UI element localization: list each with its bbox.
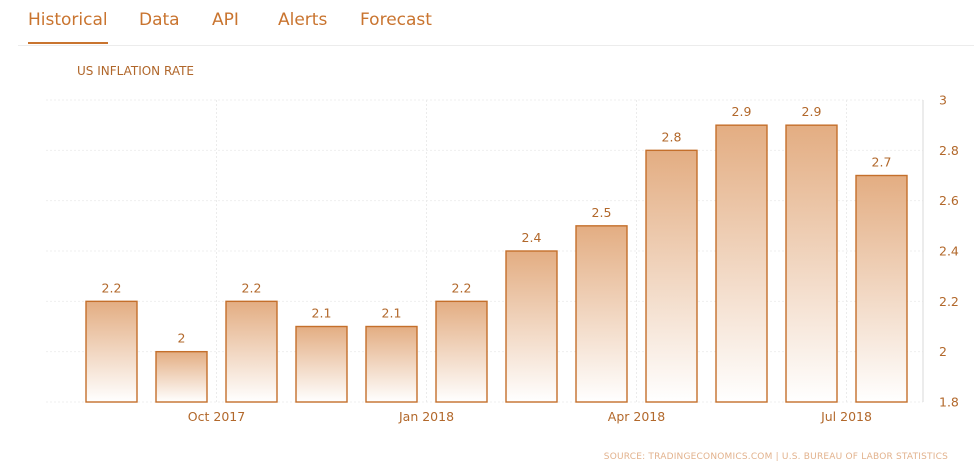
bar[interactable] bbox=[155, 350, 208, 403]
x-axis: Oct 2017 Jan 2018 Apr 2018 Jul 2018 bbox=[188, 409, 872, 424]
chart-title: US INFLATION RATE bbox=[77, 64, 194, 78]
bars-layer bbox=[85, 124, 908, 403]
source-note: SOURCE: TRADINGECONOMICS.COM | U.S. BURE… bbox=[604, 452, 948, 462]
bar-value-label: 2.7 bbox=[872, 155, 892, 170]
bar-value-label: 2.9 bbox=[732, 104, 752, 119]
y-tick-label: 2 bbox=[939, 344, 947, 359]
data-labels-layer: 2.2 2 2.2 2.1 2.1 2.2 2.4 2.5 2.8 2.9 2.9 2.7 bbox=[102, 104, 892, 346]
bar-value-label: 2.2 bbox=[242, 280, 262, 295]
bar-value-label: 2.8 bbox=[662, 129, 682, 144]
tab-historical[interactable]: Historical bbox=[28, 10, 108, 44]
x-tick-label: Oct 2017 bbox=[188, 409, 245, 424]
tab-alerts[interactable]: Alerts bbox=[278, 10, 328, 30]
tab-api[interactable]: API bbox=[212, 10, 239, 30]
y-tick-label: 3 bbox=[939, 93, 947, 108]
y-axis: 1.8 2 2.2 2.4 2.6 2.8 3 bbox=[922, 93, 959, 410]
x-tick-label: Jul 2018 bbox=[820, 409, 872, 424]
tab-data[interactable]: Data bbox=[139, 10, 180, 30]
bar[interactable] bbox=[225, 300, 278, 403]
bar-value-label: 2.5 bbox=[592, 205, 612, 220]
bar[interactable] bbox=[855, 174, 908, 403]
x-tick-label: Jan 2018 bbox=[398, 409, 454, 424]
bar[interactable] bbox=[785, 124, 838, 403]
bar[interactable] bbox=[365, 325, 418, 403]
bar[interactable] bbox=[85, 300, 138, 403]
bar-value-label: 2.4 bbox=[522, 230, 542, 245]
y-tick-label: 2.2 bbox=[939, 294, 959, 309]
bar-value-label: 2.1 bbox=[382, 306, 402, 321]
bar-value-label: 2.2 bbox=[452, 280, 472, 295]
bar[interactable] bbox=[435, 300, 488, 403]
bar-value-label: 2.1 bbox=[312, 306, 332, 321]
bar-value-label: 2 bbox=[178, 331, 186, 346]
x-tick-label: Apr 2018 bbox=[608, 409, 665, 424]
y-tick-label: 2.8 bbox=[939, 143, 959, 158]
bar[interactable] bbox=[645, 149, 698, 403]
y-tick-label: 2.4 bbox=[939, 244, 959, 259]
bar[interactable] bbox=[295, 325, 348, 403]
bar-value-label: 2.2 bbox=[102, 280, 122, 295]
y-tick-label: 1.8 bbox=[939, 395, 959, 410]
bar[interactable] bbox=[715, 124, 768, 403]
bar-value-label: 2.9 bbox=[802, 104, 822, 119]
bar[interactable] bbox=[575, 225, 628, 403]
tab-forecast[interactable]: Forecast bbox=[360, 10, 432, 30]
bar[interactable] bbox=[505, 250, 558, 403]
tab-bar: Historical Data API Alerts Forecast bbox=[18, 0, 974, 46]
y-tick-label: 2.6 bbox=[939, 193, 959, 208]
